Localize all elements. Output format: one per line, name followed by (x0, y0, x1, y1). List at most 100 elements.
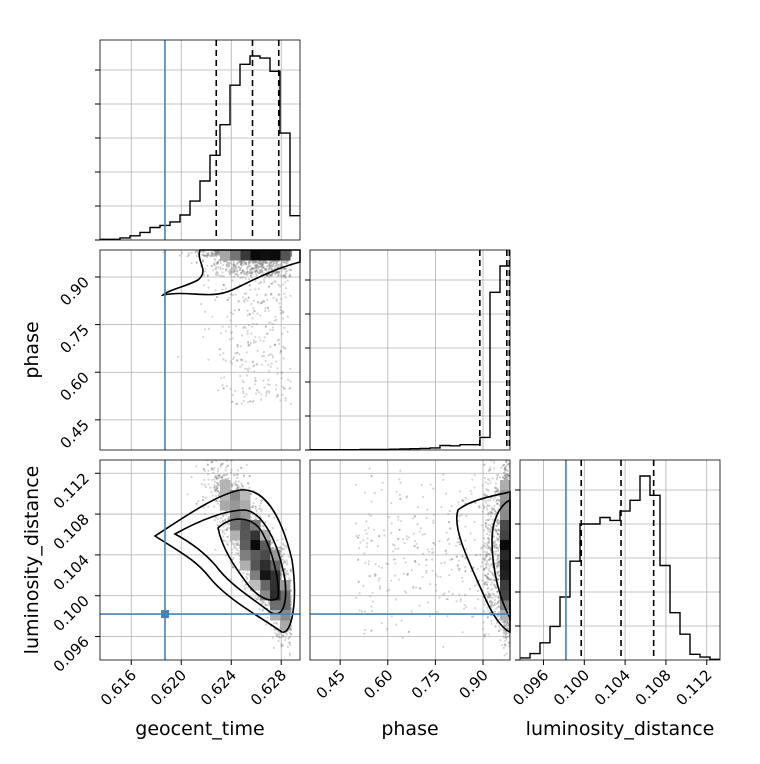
sample-point (264, 310, 266, 312)
sample-point (186, 493, 188, 495)
sample-point (237, 344, 239, 346)
sample-point (275, 298, 277, 300)
sample-point (269, 329, 271, 331)
sample-point (250, 303, 252, 305)
sample-point (285, 273, 287, 275)
sample-point (270, 262, 272, 264)
sample-point (237, 473, 239, 475)
sample-point (276, 539, 278, 541)
sample-point (223, 276, 225, 278)
sample-point (230, 332, 232, 334)
sample-point (266, 604, 268, 606)
sample-point (257, 350, 259, 352)
sample-point (233, 276, 235, 278)
sample-point (237, 275, 239, 277)
sample-point (213, 478, 215, 480)
sample-point (271, 283, 273, 285)
sample-point (265, 394, 267, 396)
sample-point (274, 344, 276, 346)
sample-point (286, 570, 288, 572)
sample-point (268, 370, 270, 372)
sample-point (225, 554, 227, 556)
sample-point (268, 392, 270, 394)
sample-point (220, 377, 222, 379)
sample-point (196, 255, 198, 257)
sample-point (279, 302, 281, 304)
sample-point (233, 546, 235, 548)
sample-point (285, 636, 287, 638)
sample-point (247, 344, 249, 346)
sample-point (275, 261, 277, 263)
density-cell (220, 250, 231, 261)
sample-point (235, 267, 237, 269)
sample-point (238, 486, 240, 488)
sample-point (284, 261, 286, 263)
sample-point (231, 275, 233, 277)
sample-point (277, 339, 279, 341)
sample-point (247, 314, 249, 316)
density-cell (280, 250, 291, 261)
sample-point (258, 598, 260, 600)
sample-point (280, 350, 282, 352)
sample-point (267, 364, 269, 366)
sample-point (206, 457, 208, 459)
sample-point (261, 261, 263, 263)
sample-point (272, 265, 274, 267)
sample-point (244, 585, 246, 587)
sample-point (232, 541, 234, 543)
sample-point (236, 352, 238, 354)
sample-point (283, 357, 285, 359)
sample-point (207, 279, 209, 281)
sample-point (276, 272, 278, 274)
sample-point (200, 303, 202, 305)
sample-point (212, 472, 214, 474)
sample-point (252, 307, 254, 309)
sample-point (241, 403, 243, 405)
sample-point (207, 275, 209, 277)
sample-point (195, 251, 197, 253)
sample-point (242, 390, 244, 392)
sample-point (242, 296, 244, 298)
sample-point (200, 456, 202, 458)
sample-point (255, 508, 257, 510)
sample-point (269, 384, 271, 386)
sample-point (243, 277, 245, 279)
sample-point (252, 502, 254, 504)
sample-point (283, 553, 285, 555)
sample-point (225, 540, 227, 542)
sample-point (259, 272, 261, 274)
sample-point (249, 265, 251, 267)
sample-point (222, 384, 224, 386)
sample-point (233, 270, 235, 272)
sample-point (268, 286, 270, 288)
sample-point (278, 273, 280, 275)
sample-point (282, 284, 284, 286)
sample-point (253, 260, 255, 262)
sample-point (207, 483, 209, 485)
sample-point (275, 361, 277, 363)
sample-point (247, 370, 249, 372)
sample-point (237, 541, 239, 543)
sample-point (264, 336, 266, 338)
sample-point (253, 342, 255, 344)
sample-point (254, 516, 256, 518)
sample-point (283, 327, 285, 329)
sample-point (240, 359, 242, 361)
sample-point (247, 341, 249, 343)
sample-point (290, 570, 292, 572)
sample-point (216, 296, 218, 298)
sample-point (242, 392, 244, 394)
sample-point (246, 268, 248, 270)
sample-point (245, 361, 247, 363)
sample-point (287, 638, 289, 640)
sample-point (274, 266, 276, 268)
sample-point (253, 323, 255, 325)
sample-point (237, 262, 239, 264)
sample-point (253, 310, 255, 312)
sample-point (263, 351, 265, 353)
sample-point (214, 519, 216, 521)
density-cell (240, 250, 251, 261)
sample-point (253, 400, 255, 402)
sample-point (206, 252, 208, 254)
